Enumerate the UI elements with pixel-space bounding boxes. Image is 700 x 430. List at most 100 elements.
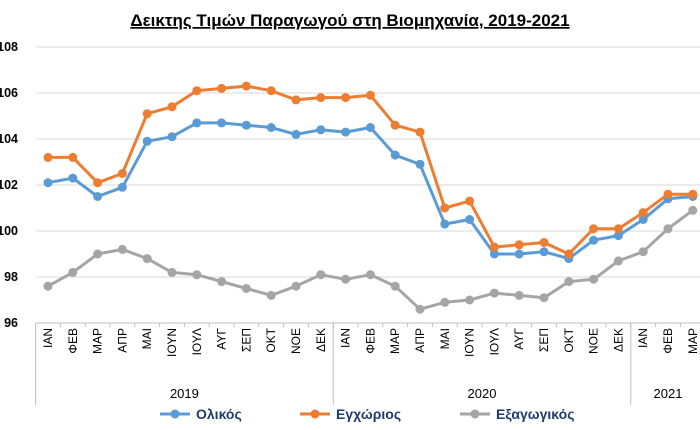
- data-point: [440, 203, 450, 213]
- data-point: [266, 123, 276, 132]
- data-point: [316, 93, 326, 103]
- data-point: [43, 178, 53, 188]
- data-point: [638, 208, 648, 218]
- data-point: [613, 256, 623, 266]
- data-point: [117, 244, 127, 254]
- x-tick-label: ΙΟΥΝ: [463, 328, 477, 357]
- data-point: [514, 290, 524, 300]
- x-tick-label: ΜΑΡ: [388, 328, 402, 354]
- x-group-label: 2021: [654, 386, 683, 401]
- x-tick-label: ΜΑΙ: [140, 328, 154, 349]
- y-tick-label: 100: [0, 224, 18, 238]
- data-point: [68, 152, 78, 162]
- legend: Ολικός Εγχώριος Εξαγωγικός: [160, 406, 574, 422]
- data-point: [167, 132, 177, 142]
- x-tick-label: ΔΕΚ: [314, 328, 328, 352]
- y-tick-label: 106: [0, 86, 18, 100]
- data-point: [539, 293, 549, 303]
- x-tick-label: ΑΠΡ: [413, 328, 427, 353]
- data-point: [514, 249, 524, 259]
- data-point: [192, 270, 202, 280]
- data-point: [638, 247, 648, 257]
- data-point: [589, 224, 599, 234]
- x-tick-label: ΑΥΓ: [512, 328, 526, 350]
- series-2: [43, 81, 698, 259]
- data-point: [266, 86, 276, 96]
- x-tick-label: ΣΕΠ: [239, 328, 253, 352]
- data-point: [688, 189, 698, 199]
- data-point: [142, 254, 152, 264]
- x-tick-label: ΦΕΒ: [363, 328, 377, 354]
- x-tick-label: ΑΥΓ: [215, 328, 229, 350]
- legend-item: Εξαγωγικός: [460, 406, 574, 422]
- data-point: [93, 192, 103, 201]
- data-point: [167, 102, 177, 112]
- data-point: [390, 150, 400, 160]
- x-tick-label: ΟΚΤ: [562, 327, 576, 352]
- x-tick-label: ΣΕΠ: [537, 328, 551, 352]
- x-group-label: 2019: [170, 386, 199, 401]
- data-point: [589, 235, 599, 245]
- data-point: [365, 270, 375, 280]
- data-point: [465, 196, 475, 206]
- x-tick-label: ΦΕΒ: [661, 328, 675, 354]
- data-point: [539, 247, 549, 257]
- data-point: [291, 95, 301, 105]
- data-point: [415, 304, 425, 314]
- y-tick-label: 104: [0, 132, 18, 146]
- data-point: [440, 219, 450, 229]
- data-point: [341, 93, 351, 103]
- x-tick-label: ΙΟΥΝ: [165, 328, 179, 357]
- data-point: [341, 127, 351, 137]
- data-point: [241, 120, 251, 130]
- grid: [36, 46, 700, 324]
- data-point: [291, 281, 301, 291]
- data-point: [465, 295, 475, 305]
- data-point: [390, 120, 400, 130]
- y-tick-label: 96: [4, 316, 18, 330]
- data-point: [192, 118, 202, 128]
- data-point: [663, 189, 673, 199]
- data-point: [68, 267, 78, 277]
- data-point: [489, 288, 499, 298]
- series: [43, 81, 698, 314]
- legend-item: Ολικός: [160, 406, 242, 422]
- data-point: [217, 118, 227, 128]
- data-point: [316, 125, 326, 135]
- data-point: [192, 86, 202, 96]
- x-tick-label: ΝΟΕ: [289, 328, 303, 354]
- data-point: [217, 83, 227, 93]
- x-tick-label: ΙΑΝ: [636, 328, 650, 348]
- x-tick-label: ΔΕΚ: [611, 328, 625, 352]
- data-point: [291, 129, 301, 139]
- data-point: [465, 215, 475, 224]
- data-point: [365, 90, 375, 100]
- legend-swatch-marker: [170, 409, 180, 419]
- data-point: [43, 281, 53, 291]
- data-point: [613, 231, 623, 241]
- data-point: [489, 249, 499, 259]
- data-point: [341, 274, 351, 284]
- x-tick-label: ΜΑΡ: [91, 328, 105, 354]
- data-point: [167, 267, 177, 277]
- legend-label: Εξαγωγικός: [496, 406, 574, 422]
- data-point: [142, 109, 152, 119]
- y-axis-ticks: 96 98 100 102 104 106 108: [0, 40, 18, 330]
- data-point: [68, 173, 78, 183]
- legend-swatch-marker: [310, 409, 320, 419]
- legend-swatch-marker: [470, 409, 480, 419]
- data-point: [564, 277, 574, 287]
- data-point: [638, 215, 648, 224]
- x-tick-label: ΟΚΤ: [264, 327, 278, 352]
- data-point: [365, 123, 375, 132]
- data-point: [241, 284, 251, 293]
- x-tick-label: ΙΟΥΛ: [487, 328, 501, 355]
- x-tick-label: ΙΑΝ: [41, 328, 55, 348]
- series-3: [43, 205, 698, 314]
- data-point: [589, 274, 599, 284]
- x-group-label: 2020: [468, 386, 497, 401]
- x-tick-label: ΜΑΡ: [686, 328, 700, 354]
- x-tick-label: ΙΟΥΛ: [190, 328, 204, 355]
- data-point: [316, 270, 326, 280]
